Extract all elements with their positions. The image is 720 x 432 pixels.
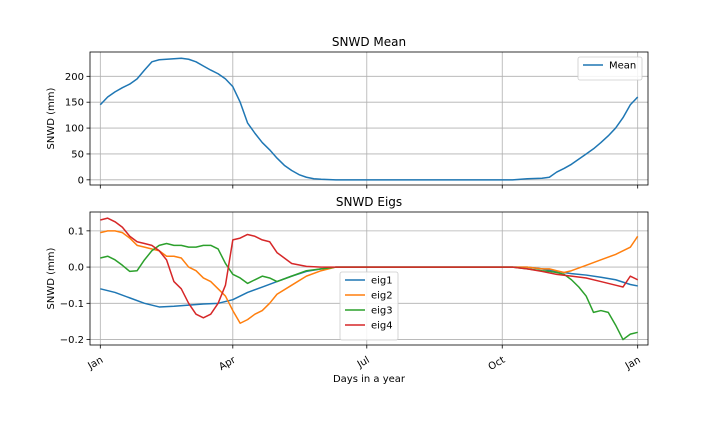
series-line-eig4: [100, 217, 639, 319]
legend-box: [577, 56, 643, 81]
legend: Mean: [577, 56, 643, 81]
y-tick-label: 150: [65, 98, 84, 109]
x-tick-label: Apr: [217, 354, 238, 373]
axes-frame: [89, 211, 649, 346]
mean-chart: 0 50 100 150 200 SNWD Mean SNWD (mm) Mean: [46, 35, 649, 189]
legend-label-eig3: eig3: [371, 306, 393, 317]
legend-label-eig4: eig4: [371, 321, 393, 332]
legend-label-Mean: Mean: [609, 61, 636, 72]
y-tick-label: 0: [78, 175, 84, 186]
y-tick-label: 200: [65, 72, 84, 83]
y-tick-label: 50: [71, 149, 84, 160]
x-tick-label: Jan: [623, 355, 643, 373]
y-axis-label: SNWD (mm): [46, 247, 57, 309]
series-line-eig2: [100, 230, 639, 325]
legend-label-eig2: eig2: [371, 291, 393, 302]
x-tick-label: Jul: [355, 355, 372, 371]
y-tick-label: −0.2: [60, 335, 84, 346]
y-tick-label: 100: [65, 124, 84, 135]
y-tick-label: 0.0: [68, 263, 84, 274]
eigs-chart: −0.2 −0.1 0.0 0.1 Jan Apr Jul Oct Jan SNWD Eigs SN…: [46, 195, 649, 385]
chart-title: SNWD Eigs: [336, 195, 402, 209]
x-tick-label: Jan: [85, 355, 105, 373]
x-axis-label: Days in a year: [333, 374, 406, 385]
series-line-eig3: [100, 242, 638, 341]
legend-label-eig1: eig1: [371, 276, 393, 287]
x-tick-label: Oct: [487, 355, 508, 373]
legend-box: [339, 271, 399, 341]
axes-frame: [89, 51, 649, 186]
series-line-Mean: [99, 57, 639, 181]
chart-title: SNWD Mean: [332, 35, 406, 49]
y-axis-label: SNWD (mm): [46, 87, 57, 149]
y-tick-label: −0.1: [60, 299, 84, 310]
legend: eig1 eig2 eig3 eig4: [339, 271, 399, 341]
y-tick-label: 0.1: [68, 226, 84, 237]
